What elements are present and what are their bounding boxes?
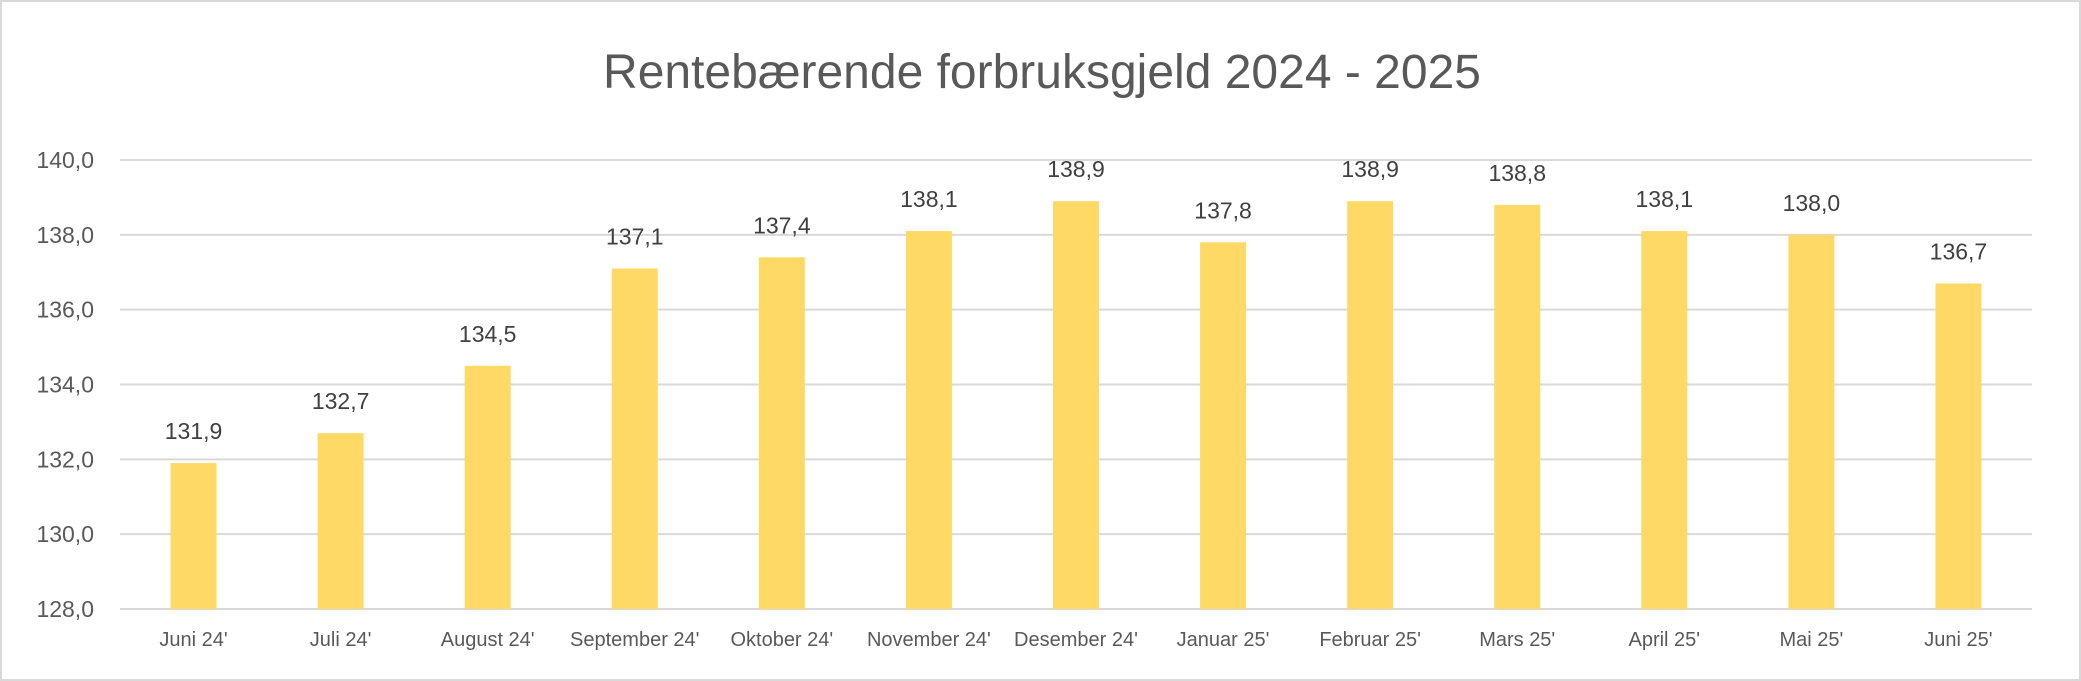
x-tick-label: Desember 24' [1014, 629, 1138, 651]
bar [317, 433, 364, 609]
bar [905, 231, 952, 609]
data-label: 137,8 [1194, 197, 1252, 223]
y-tick-label: 138,0 [36, 222, 94, 248]
x-tick-label: September 24' [570, 629, 699, 651]
bar [170, 463, 217, 609]
x-tick-label: Juli 24' [310, 629, 372, 651]
bar [464, 365, 511, 609]
x-tick-label: Oktober 24' [730, 629, 833, 651]
y-tick-label: 132,0 [36, 446, 94, 472]
data-label: 137,1 [606, 224, 664, 250]
x-tick-label: Februar 25' [1319, 629, 1421, 651]
x-tick-label: Mai 25' [1779, 629, 1843, 651]
y-tick-label: 136,0 [36, 297, 94, 323]
chart-title: Rentebærende forbruksgjeld 2024 - 2025 [603, 46, 1481, 99]
bars [170, 201, 1982, 610]
y-tick-label: 130,0 [36, 521, 94, 547]
x-tick-label: Mars 25' [1479, 629, 1555, 651]
bar [611, 268, 658, 609]
data-label: 138,1 [900, 186, 958, 212]
data-label: 138,9 [1341, 156, 1399, 182]
x-tick-label: August 24' [441, 629, 535, 651]
x-tick-label: Januar 25' [1177, 629, 1270, 651]
data-label: 138,1 [1636, 186, 1694, 212]
bar [1788, 234, 1835, 610]
data-label: 138,0 [1783, 190, 1841, 216]
x-tick-label: Juni 25' [1924, 629, 1992, 651]
data-label: 131,9 [165, 418, 223, 444]
x-tick-label: April 25' [1628, 629, 1700, 651]
x-tick-label: Juni 24' [159, 629, 227, 651]
bar [1935, 283, 1982, 609]
data-label: 138,8 [1488, 160, 1546, 186]
y-axis-ticks: 128,0 130,0 132,0 134,0 136,0 138,0 140,0 [36, 147, 94, 622]
data-label: 136,7 [1930, 238, 1988, 264]
bar [1347, 201, 1394, 610]
x-tick-label: November 24' [867, 629, 991, 651]
bar [758, 257, 805, 609]
data-label: 138,9 [1047, 156, 1105, 182]
bar [1053, 201, 1099, 610]
data-label: 137,4 [753, 212, 811, 238]
bar [1641, 231, 1688, 609]
y-tick-label: 140,0 [36, 147, 94, 173]
data-label: 132,7 [312, 388, 370, 414]
y-tick-label: 134,0 [36, 372, 94, 398]
bar [1200, 242, 1247, 610]
y-tick-label: 128,0 [36, 596, 94, 622]
data-label: 134,5 [459, 321, 517, 347]
x-axis-ticks: Juni 24' Juli 24' August 24' September 24' O… [159, 629, 1992, 651]
data-labels: 131,9 132,7 134,5 137,1 137,4 138,1 138,9 137,8… [165, 156, 1987, 444]
bar [1494, 204, 1541, 609]
